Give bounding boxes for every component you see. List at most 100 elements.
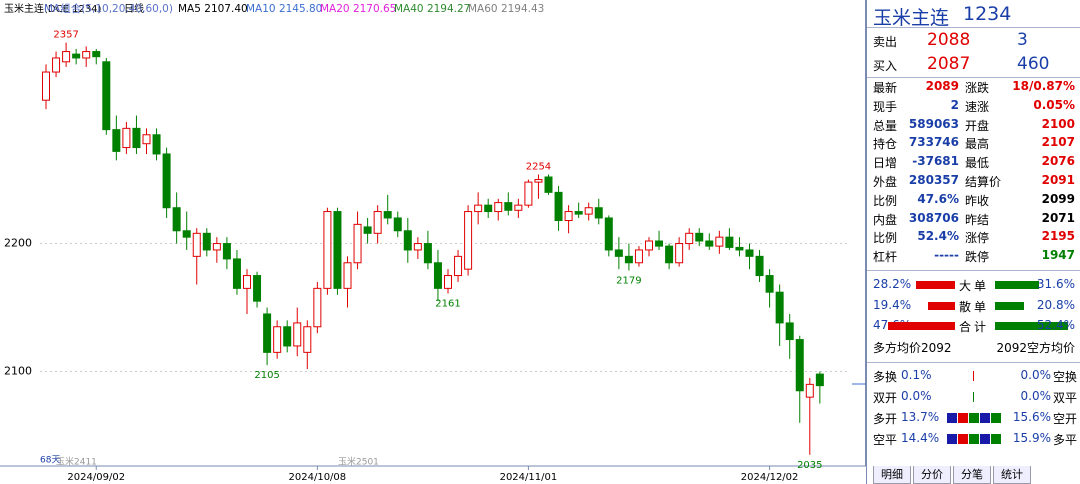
quote-panel: 玉米主连 1234 卖出 2088 3 买入 2087 460 最新 2089 涨跌 18/0.87%… bbox=[866, 0, 1080, 484]
book-label: 买入 bbox=[873, 59, 898, 73]
candle-body bbox=[182, 230, 191, 238]
candle-body bbox=[323, 211, 332, 289]
legend-item: MA组合(5,10,20,40,60,0) bbox=[44, 2, 173, 15]
change-value: 15.6% bbox=[1012, 410, 1051, 424]
candle-body bbox=[232, 258, 241, 289]
tab[interactable]: 分笔 bbox=[953, 466, 991, 484]
candle-body bbox=[815, 373, 824, 387]
flow-label: 大单 bbox=[959, 279, 990, 293]
candle-body bbox=[594, 207, 603, 219]
candle-body bbox=[564, 211, 573, 222]
row-label: 内盘 bbox=[873, 212, 898, 227]
candle-body bbox=[403, 230, 412, 251]
flow-right: 20.8% bbox=[1036, 297, 1075, 312]
book-price: 2087 bbox=[927, 54, 971, 74]
mini-bar bbox=[991, 434, 1001, 444]
y-tick-label: 2200 bbox=[4, 237, 32, 250]
book-label: 卖出 bbox=[873, 35, 898, 49]
row-value: 733746 bbox=[908, 135, 959, 150]
candle-body bbox=[212, 243, 221, 251]
candle-body bbox=[222, 243, 231, 260]
candle-body bbox=[122, 127, 131, 149]
row-label: 日增 bbox=[873, 156, 898, 171]
candle-body bbox=[62, 51, 71, 63]
row-label: 昨收 bbox=[965, 193, 990, 208]
candle-body bbox=[102, 61, 111, 131]
candle-body bbox=[805, 383, 814, 398]
tick-mark bbox=[973, 371, 974, 381]
x-tick-label: 2024/10/08 bbox=[289, 472, 347, 483]
symbol-code: 1234 bbox=[963, 3, 1012, 25]
legend-item: MA10 2145.80 bbox=[246, 3, 322, 15]
candle-body bbox=[393, 217, 402, 232]
row-value: 18/0.87% bbox=[1012, 79, 1075, 93]
row-value: 2071 bbox=[1041, 210, 1075, 225]
book-volume: 460 bbox=[1017, 54, 1050, 74]
candle-body bbox=[765, 275, 774, 293]
candle-body bbox=[474, 204, 483, 213]
row-label: 结算价 bbox=[965, 175, 1002, 189]
candle-body bbox=[353, 223, 362, 264]
candle-body bbox=[142, 134, 151, 145]
candle-body bbox=[655, 240, 664, 247]
candle-body bbox=[273, 326, 282, 353]
footnote: 玉米2501 bbox=[338, 456, 379, 468]
book-volume: 3 bbox=[1017, 30, 1028, 50]
flow-left: 28.2% bbox=[873, 277, 912, 291]
row-label: 昨结 bbox=[965, 212, 990, 227]
change-label: 空换 bbox=[1052, 370, 1077, 384]
low-label: 2161 bbox=[435, 298, 460, 309]
candle-body bbox=[72, 53, 81, 59]
candle-body bbox=[494, 202, 503, 213]
candle-body bbox=[433, 262, 442, 289]
row-value: -37681 bbox=[912, 154, 959, 169]
candle-body bbox=[725, 236, 734, 248]
candle-body bbox=[755, 255, 764, 277]
candle-body bbox=[202, 232, 211, 251]
change-value: 15.9% bbox=[1012, 431, 1051, 445]
change-value: 0.0% bbox=[1020, 368, 1052, 382]
change-label: 空开 bbox=[1052, 412, 1077, 426]
change-label: 双开 bbox=[873, 391, 898, 405]
candle-body bbox=[112, 129, 121, 152]
candle-body bbox=[695, 232, 704, 242]
tab[interactable]: 分价 bbox=[913, 466, 951, 484]
footnote: 玉米2411 bbox=[56, 456, 97, 468]
candle-body bbox=[313, 287, 322, 328]
change-value: 14.4% bbox=[901, 431, 940, 445]
flow-bar-left bbox=[927, 301, 955, 310]
avg-short: 2092空方均价 bbox=[996, 341, 1075, 355]
candle-body bbox=[685, 232, 694, 245]
divider bbox=[867, 270, 1080, 271]
row-value: 2195 bbox=[1041, 229, 1075, 244]
mini-bar bbox=[947, 413, 957, 423]
tab[interactable]: 明细 bbox=[873, 466, 911, 484]
candle-body bbox=[383, 211, 392, 219]
row-label: 开盘 bbox=[965, 118, 990, 133]
candle-body bbox=[645, 240, 653, 251]
row-label: 速涨 bbox=[965, 99, 990, 114]
footnote: 68天 bbox=[40, 456, 60, 466]
book-price: 2088 bbox=[927, 30, 971, 50]
candle-body bbox=[283, 326, 292, 347]
symbol-name: 玉米主连 bbox=[873, 7, 950, 29]
tab[interactable]: 统计 bbox=[993, 466, 1031, 484]
row-value: ----- bbox=[934, 248, 959, 263]
change-value: 0.0% bbox=[901, 389, 932, 403]
legend-item: MA5 2107.40 bbox=[178, 3, 248, 15]
candle-body bbox=[333, 211, 342, 289]
mini-bar bbox=[980, 434, 990, 444]
row-value: 1947 bbox=[1041, 248, 1075, 263]
candle-body bbox=[614, 249, 623, 257]
row-label: 外盘 bbox=[873, 175, 898, 189]
candle-body bbox=[524, 181, 533, 206]
candle-body bbox=[574, 211, 583, 215]
candle-body bbox=[152, 134, 161, 155]
avg-long: 多方均价2092 bbox=[873, 341, 952, 355]
candle-body bbox=[745, 249, 754, 257]
row-label: 总量 bbox=[873, 118, 898, 133]
candle-body bbox=[263, 313, 272, 353]
flow-bar-left bbox=[888, 322, 955, 330]
